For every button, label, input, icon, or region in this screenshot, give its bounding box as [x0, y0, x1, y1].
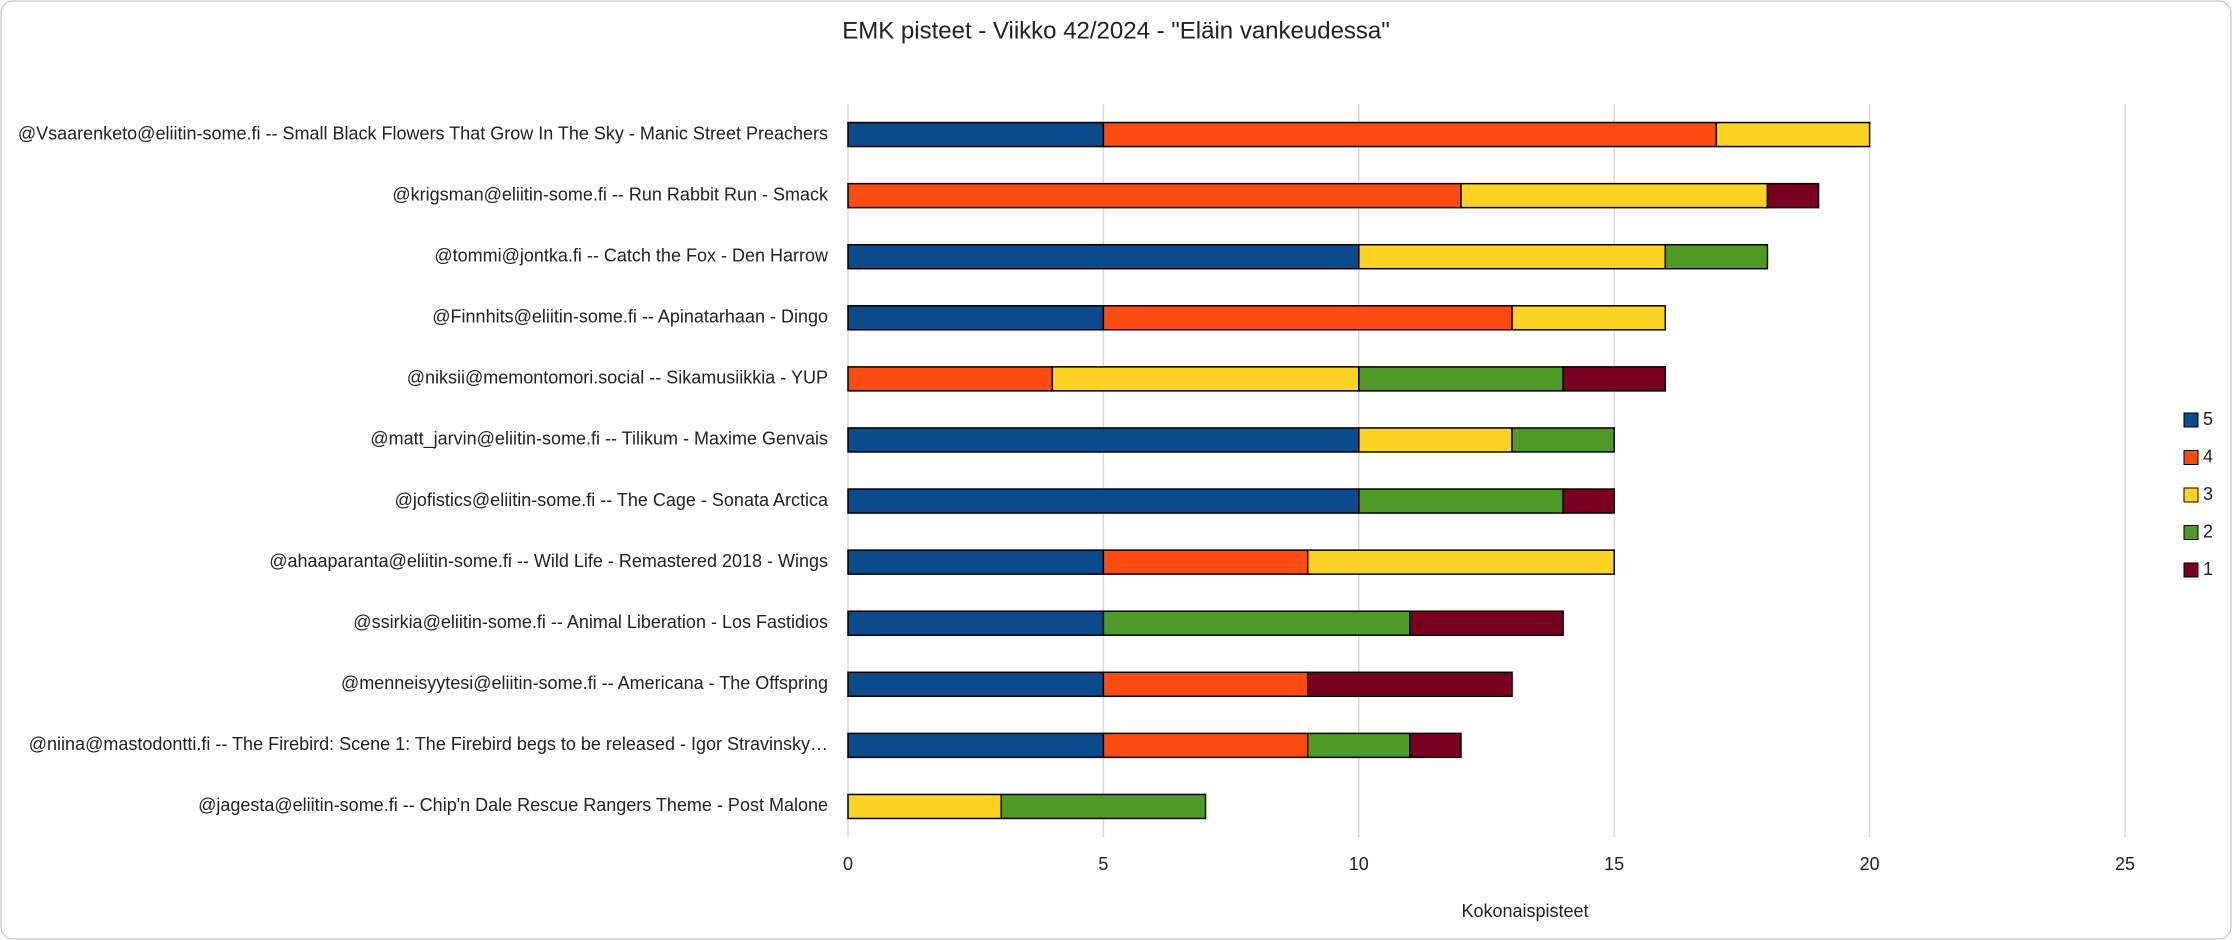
bar-segment: [1358, 366, 1564, 392]
y-tick-label: @jagesta@eliitin-some.fi -- Chip'n Dale …: [198, 795, 828, 815]
bar-segment: [1051, 366, 1360, 392]
y-tick-label: @niksii@memontomori.social -- Sikamusiik…: [407, 368, 828, 388]
x-tick-label: 15: [1604, 854, 1624, 874]
legend-swatch: [2183, 412, 2199, 428]
bar-segment: [1000, 793, 1207, 820]
bar-segment: [847, 427, 1360, 453]
bar-segment: [1766, 182, 1820, 209]
y-tick-label: @niina@mastodontti.fi -- The Firebird: S…: [29, 734, 828, 754]
bar-segment: [1358, 488, 1564, 514]
bar-segment: [1306, 549, 1615, 575]
y-tick-label: @menneisyytesi@eliitin-some.fi -- Americ…: [341, 673, 828, 693]
bar-segment: [847, 732, 1105, 759]
y-tick-label: @Finnhits@eliitin-some.fi -- Apinatarhaa…: [432, 307, 828, 327]
x-tick-label: 20: [1860, 854, 1880, 874]
bar-segment: [1102, 732, 1309, 759]
y-tick-label: @tommi@jontka.fi -- Catch the Fox - Den …: [434, 245, 829, 265]
bar-segment: [847, 610, 1105, 636]
y-tick-label: @krigsman@eliitin-some.fi -- Run Rabbit …: [392, 184, 829, 204]
bar-segment: [1511, 427, 1615, 453]
y-tick-label: @Vsaarenketo@eliitin-some.fi -- Small Bl…: [18, 123, 828, 143]
bar-segment: [847, 182, 1462, 209]
legend-label: 5: [2203, 409, 2213, 429]
bar-segment: [847, 121, 1105, 148]
y-tick-label: @ahaaparanta@eliitin-some.fi -- Wild Lif…: [269, 551, 828, 571]
bar-segment: [1306, 671, 1513, 698]
bar-segment: [1460, 182, 1769, 209]
legend-swatch: [2183, 525, 2199, 540]
legend-label: 2: [2203, 521, 2213, 541]
x-tick-label: 10: [1349, 854, 1369, 874]
x-axis-title: Kokonaispisteet: [1461, 901, 1588, 921]
x-tick-label: 5: [1098, 854, 1108, 874]
bar-segment: [1409, 732, 1462, 759]
bar-segment: [1102, 305, 1513, 331]
bar-segment: [1664, 243, 1769, 270]
bar-segment: [1102, 610, 1411, 636]
x-tick-label: 25: [2115, 854, 2135, 874]
bar-segment: [1562, 488, 1615, 514]
legend-swatch: [2183, 487, 2199, 503]
legend-label: 3: [2203, 484, 2213, 504]
bar-segment: [1358, 427, 1513, 453]
bar-segment: [1102, 671, 1309, 698]
bar-segment: [1409, 610, 1564, 636]
bar-segment: [847, 671, 1105, 698]
y-tick-label: @jofistics@eliitin-some.fi -- The Cage -…: [395, 490, 829, 510]
bar-segment: [1511, 305, 1667, 331]
y-tick-label: @matt_jarvin@eliitin-some.fi -- Tilikum …: [370, 429, 828, 450]
legend-swatch: [2183, 450, 2199, 465]
legend-label: 4: [2203, 446, 2213, 466]
legend-label: 1: [2203, 559, 2213, 579]
legend-swatch: [2183, 562, 2199, 578]
bar-segment: [1562, 366, 1667, 392]
chart-title: EMK pisteet - Viikko 42/2024 - "Eläin va…: [842, 17, 1390, 44]
x-tick-label: 0: [843, 854, 853, 874]
bar-segment: [1102, 549, 1309, 575]
bar-segment: [847, 793, 1002, 820]
bar-segment: [1715, 121, 1871, 148]
bar-segment: [1358, 243, 1667, 270]
bar-segment: [847, 488, 1360, 514]
bar-segment: [1102, 121, 1718, 148]
bar-segment: [847, 549, 1105, 575]
bar-segment: [847, 366, 1054, 392]
bar-segment: [1306, 732, 1411, 759]
y-tick-label: @ssirkia@eliitin-some.fi -- Animal Liber…: [353, 612, 828, 632]
bar-segment: [847, 243, 1360, 270]
bar-segment: [847, 305, 1105, 331]
